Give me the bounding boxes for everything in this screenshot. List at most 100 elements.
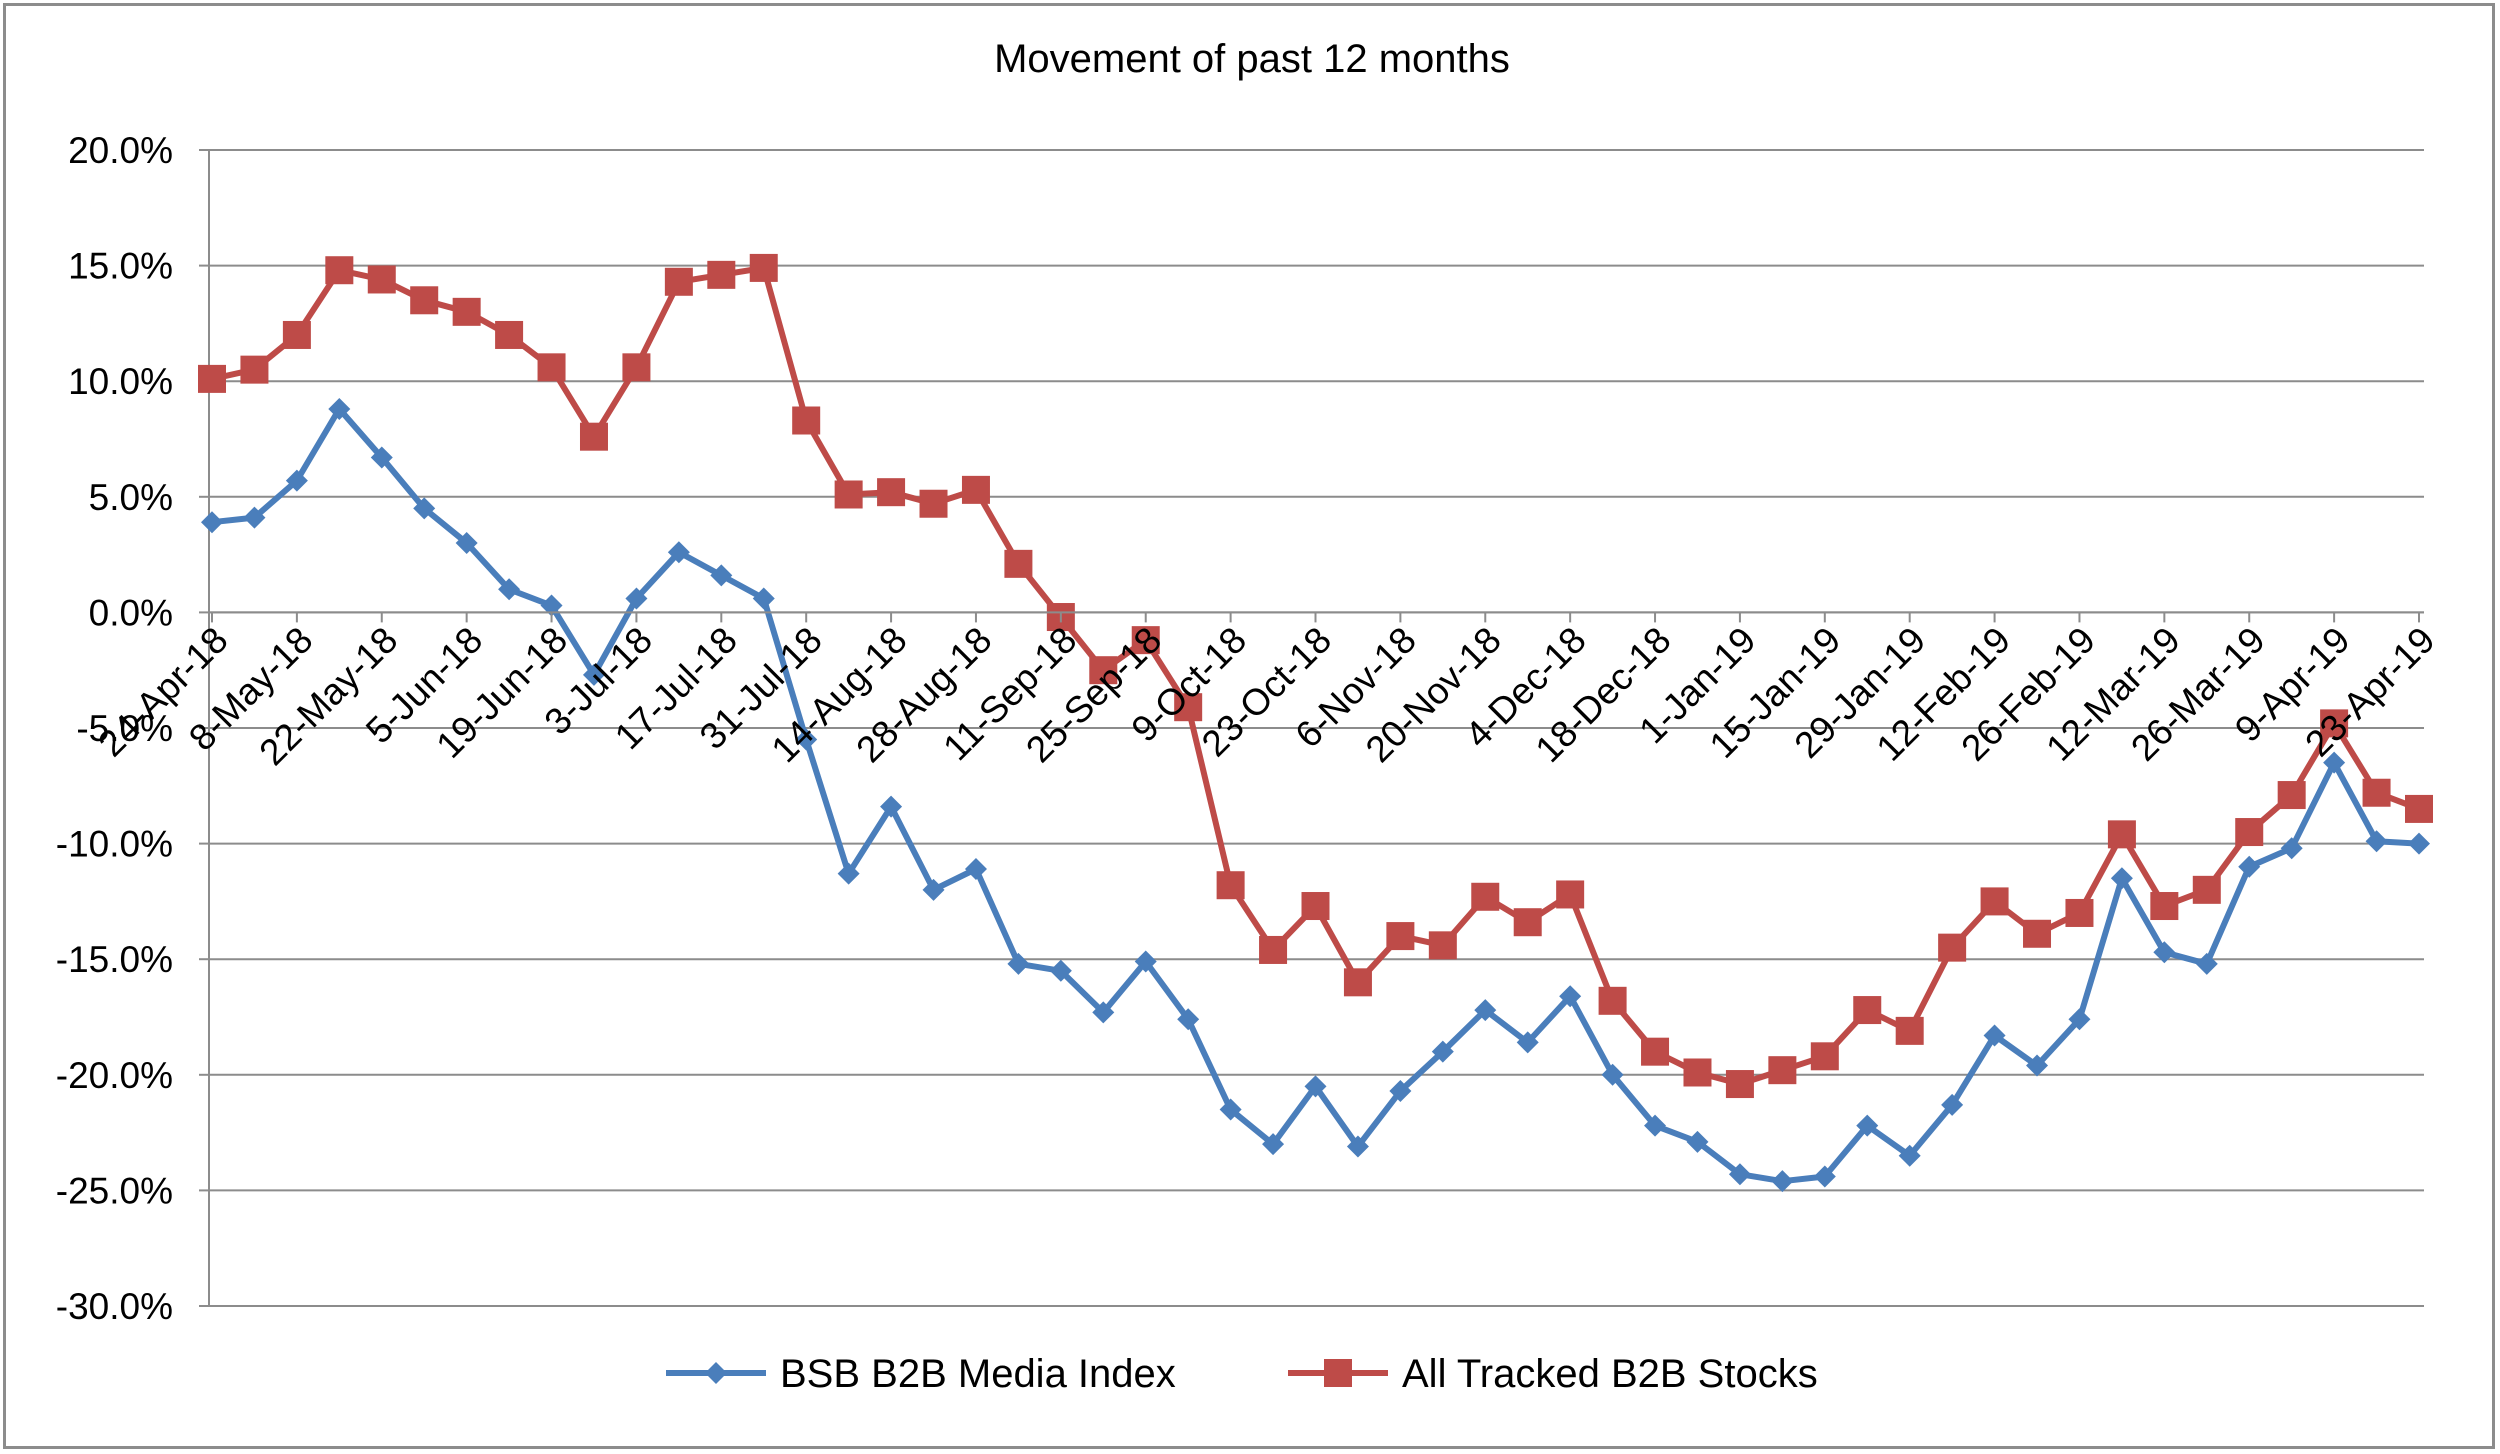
data-point — [710, 564, 733, 587]
y-tick-label: -20.0% — [56, 1055, 173, 1096]
data-point — [2235, 818, 2264, 847]
x-axis: 24-Apr-188-May-1822-May-185-Jun-1819-Jun… — [90, 611, 2443, 773]
data-point — [1262, 1133, 1285, 1156]
legend-item-2: All Tracked B2B Stocks — [1288, 1352, 1818, 1396]
data-point — [1304, 1075, 1327, 1098]
data-point — [1513, 908, 1542, 937]
data-point — [1556, 880, 1585, 909]
data-point — [1644, 1114, 1667, 1137]
data-point — [2153, 941, 2176, 964]
data-point — [1049, 959, 1072, 982]
data-point — [1131, 626, 1160, 655]
data-point — [1559, 985, 1582, 1008]
data-point — [752, 587, 775, 610]
data-point — [1898, 1144, 1921, 1167]
data-point — [413, 497, 436, 520]
data-point — [2026, 1054, 2049, 1077]
data-point — [1810, 1042, 1839, 1071]
data-point — [2320, 709, 2349, 738]
data-point — [625, 587, 648, 610]
data-point — [1853, 996, 1882, 1025]
data-point — [1007, 952, 1030, 975]
data-point — [325, 256, 354, 285]
data-point — [282, 320, 311, 349]
series-layer — [198, 253, 2433, 1193]
data-point — [498, 578, 521, 601]
data-point — [1174, 693, 1203, 722]
data-point — [1428, 931, 1457, 960]
data-point — [452, 297, 481, 326]
data-point — [667, 541, 690, 564]
data-point — [1725, 1070, 1754, 1099]
chart-frame: Movement of past 12 months 20.0% 15.0% 10.… — [3, 3, 2495, 1449]
data-point — [1004, 549, 1033, 578]
data-point — [1259, 935, 1288, 964]
data-point — [749, 253, 778, 282]
data-point — [1471, 882, 1500, 911]
data-point — [2150, 892, 2179, 921]
data-point — [1089, 656, 1118, 685]
data-point — [328, 397, 351, 420]
data-point — [1938, 933, 1967, 962]
data-point — [1641, 1037, 1670, 1066]
y-tick-label: 20.0% — [68, 130, 173, 171]
data-point — [664, 267, 693, 296]
data-point — [1389, 1079, 1412, 1102]
data-point — [2192, 875, 2221, 904]
data-point — [1768, 1056, 1797, 1085]
chart-title: Movement of past 12 months — [994, 37, 1510, 81]
data-point — [2023, 919, 2052, 948]
data-point — [1598, 986, 1627, 1015]
data-point — [198, 364, 226, 393]
data-point — [1134, 950, 1157, 973]
legend-label: BSB B2B Media Index — [780, 1352, 1176, 1396]
data-point — [455, 532, 478, 555]
data-point — [1474, 999, 1497, 1022]
legend: BSB B2B Media Index All Tracked B2B Stock… — [666, 1352, 1818, 1396]
data-point — [2277, 781, 2306, 810]
data-point — [622, 353, 651, 382]
data-point — [2107, 820, 2136, 849]
data-point — [1219, 1098, 1242, 1121]
data-point — [919, 489, 948, 518]
data-point — [540, 594, 563, 617]
data-point — [1895, 1016, 1924, 1045]
data-point — [1343, 968, 1372, 997]
data-point — [2280, 837, 2303, 860]
data-point — [792, 406, 821, 435]
y-tick-label: -15.0% — [56, 939, 173, 980]
series-line — [211, 405, 2420, 1185]
data-point — [579, 422, 608, 451]
y-tick-label: -25.0% — [56, 1170, 173, 1211]
data-point — [370, 446, 393, 469]
data-point — [2110, 867, 2133, 890]
y-tick-label: -5.0% — [76, 708, 173, 749]
data-point — [537, 353, 566, 382]
data-point — [495, 320, 524, 349]
line-chart: Movement of past 12 months 20.0% 15.0% 10.… — [56, 37, 2443, 1396]
y-tick-label: 10.0% — [68, 361, 173, 402]
y-tick-label: -10.0% — [56, 824, 173, 865]
data-point — [880, 795, 903, 818]
y-tick-label: 5.0% — [89, 477, 173, 518]
y-tick-label: 15.0% — [68, 246, 173, 287]
legend-marker — [1324, 1359, 1352, 1387]
data-point — [1728, 1163, 1751, 1186]
data-point — [2405, 794, 2433, 823]
data-point — [834, 480, 863, 509]
data-point — [1092, 1001, 1115, 1024]
data-point — [1346, 1135, 1369, 1158]
data-point — [1177, 1008, 1200, 1031]
data-point — [964, 858, 987, 881]
data-point — [1386, 922, 1415, 951]
legend-label: All Tracked B2B Stocks — [1402, 1352, 1818, 1396]
data-point — [240, 355, 269, 384]
data-point — [285, 469, 308, 492]
data-point — [1686, 1130, 1709, 1153]
data-point — [2323, 751, 2346, 774]
legend-marker — [705, 1362, 727, 1384]
data-point — [1516, 1031, 1539, 1054]
y-axis: 20.0% 15.0% 10.0% 5.0% 0.0% -5.0% -10.0% -15.0%… — [56, 130, 210, 1327]
data-point — [2362, 778, 2391, 807]
data-point — [1813, 1165, 1836, 1188]
